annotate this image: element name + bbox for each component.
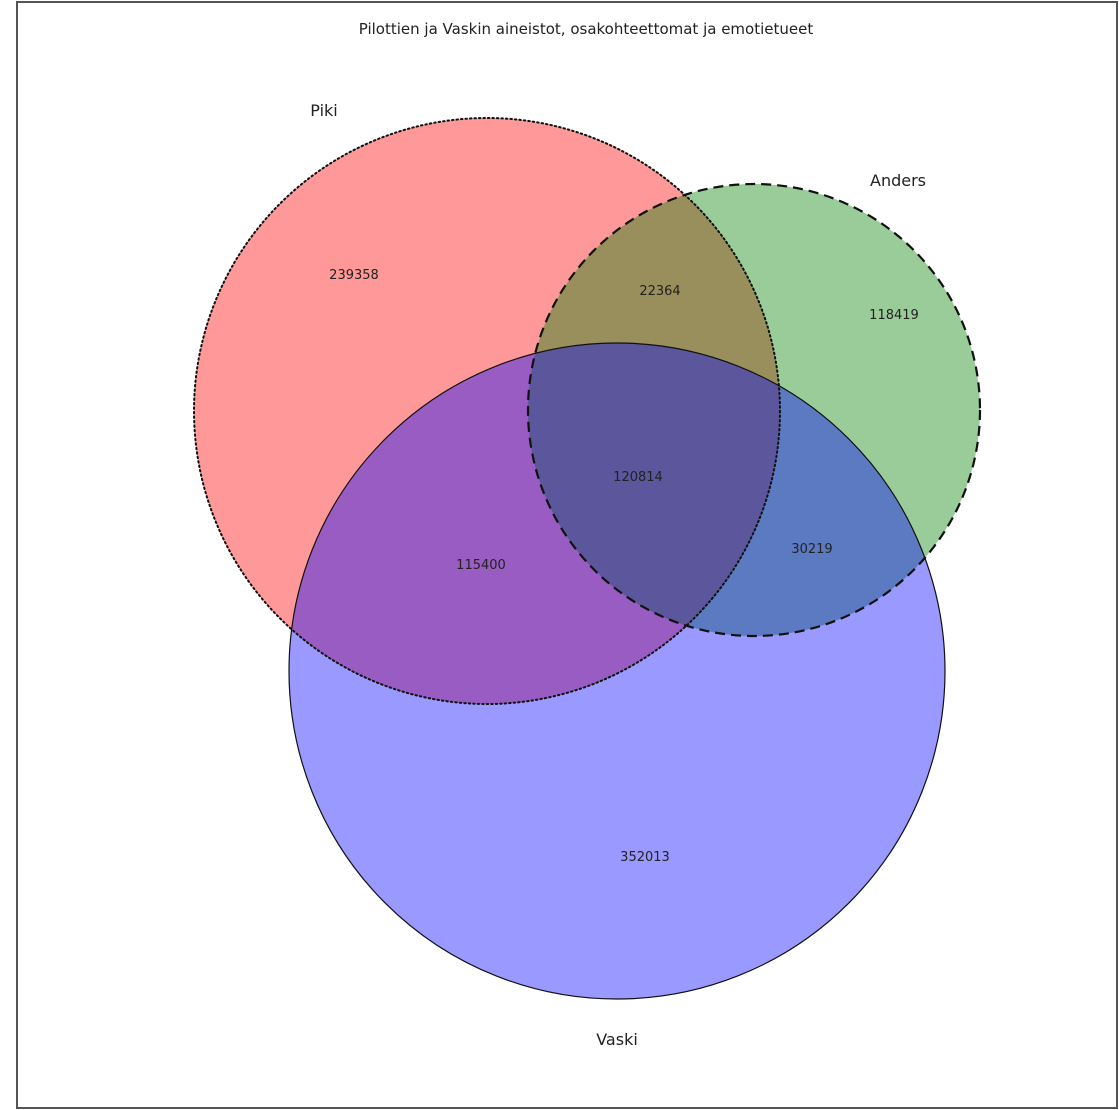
region-anders-vaski: 30219	[791, 542, 832, 557]
anders-circle-outline	[526, 182, 982, 638]
vaski-circle-outline	[288, 342, 946, 1000]
piki-circle-outline	[193, 117, 781, 705]
set-label-vaski: Vaski	[596, 1030, 638, 1049]
region-piki-vaski: 115400	[456, 558, 506, 573]
region-anders-only: 118419	[869, 308, 919, 323]
venn-fills	[194, 118, 980, 999]
venn-outlines	[193, 117, 982, 1000]
vaski-circle-fill	[289, 343, 945, 999]
region-piki-anders-vaski: 120814	[613, 470, 663, 485]
set-label-anders: Anders	[870, 171, 926, 190]
region-vaski-only: 352013	[620, 850, 670, 865]
piki-circle-fill	[194, 118, 780, 704]
diagram-title: Pilottien ja Vaskin aineistot, osakohtee…	[359, 20, 814, 38]
region-piki-anders: 22364	[639, 284, 680, 299]
set-label-piki: Piki	[310, 101, 337, 120]
figure-border	[16, 1, 1118, 1109]
region-piki-only: 239358	[329, 268, 379, 283]
anders-circle-fill	[528, 184, 980, 636]
